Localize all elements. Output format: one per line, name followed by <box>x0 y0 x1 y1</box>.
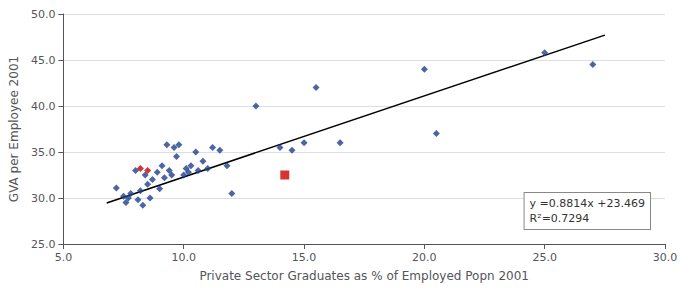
svg-text:25.0: 25.0 <box>31 238 56 251</box>
svg-text:30.0: 30.0 <box>31 192 56 205</box>
svg-text:15.0: 15.0 <box>292 251 317 264</box>
svg-text:40.0: 40.0 <box>31 100 56 113</box>
svg-text:y =0.8814x +23.469: y =0.8814x +23.469 <box>530 197 645 210</box>
svg-text:R²=0.7294: R²=0.7294 <box>530 212 590 225</box>
svg-text:35.0: 35.0 <box>31 146 56 159</box>
svg-text:30.0: 30.0 <box>653 251 678 264</box>
svg-text:45.0: 45.0 <box>31 54 56 67</box>
svg-text:10.0: 10.0 <box>171 251 196 264</box>
svg-text:5.0: 5.0 <box>55 251 72 264</box>
svg-text:25.0: 25.0 <box>532 251 557 264</box>
svg-text:GVA per Employee 2001: GVA per Employee 2001 <box>7 56 21 202</box>
svg-text:Private Sector Graduates as %: Private Sector Graduates as % of Employe… <box>199 269 529 283</box>
svg-text:50.0: 50.0 <box>31 8 56 21</box>
svg-text:20.0: 20.0 <box>412 251 437 264</box>
